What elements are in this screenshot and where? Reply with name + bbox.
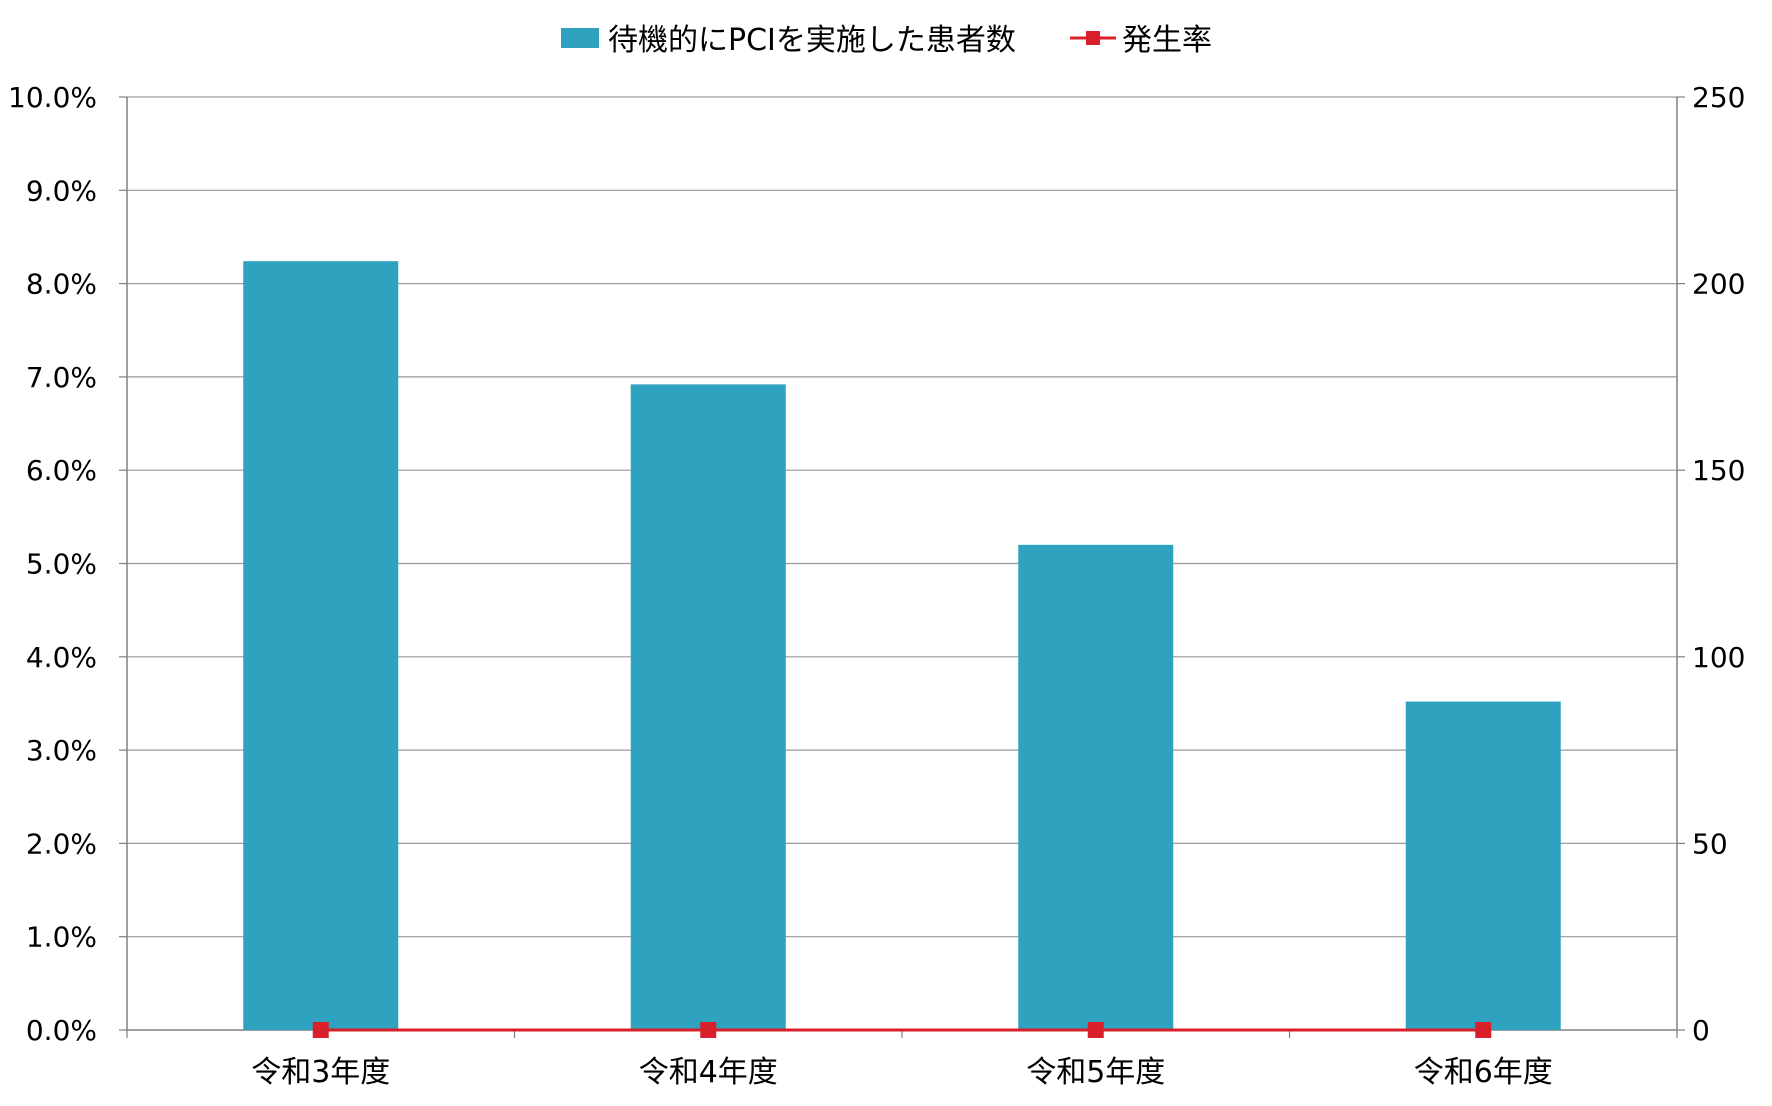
bar	[630, 384, 786, 1030]
left-tick-label: 5.0%	[26, 548, 97, 581]
rate-marker	[700, 1022, 717, 1038]
left-tick-label: 1.0%	[26, 921, 97, 954]
left-tick-label: 0.0%	[26, 1014, 97, 1047]
legend-bar-swatch	[561, 28, 599, 48]
left-tick-label: 10.0%	[8, 81, 97, 114]
category-label: 令和4年度	[639, 1055, 778, 1090]
rate-series	[312, 1022, 1492, 1038]
legend: 待機的にPCIを実施した患者数 発生率	[561, 23, 1212, 58]
right-tick-label: 200	[1692, 268, 1745, 301]
legend-line-label: 発生率	[1122, 23, 1212, 58]
left-tick-label: 9.0%	[26, 174, 97, 207]
category-labels: 令和3年度 令和4年度 令和5年度 令和6年度	[251, 1055, 1553, 1090]
legend-bar-label: 待機的にPCIを実施した患者数	[608, 23, 1016, 58]
category-label: 令和5年度	[1026, 1055, 1165, 1090]
bar	[1018, 544, 1174, 1030]
left-tick-label: 2.0%	[26, 827, 97, 860]
left-tick-label: 7.0%	[26, 361, 97, 394]
left-tick-label: 4.0%	[26, 641, 97, 674]
left-axis-ticks: 0.0% 1.0% 2.0% 3.0% 4.0% 5.0% 6.0% 7.0% 8.0% 9.0%…	[8, 81, 127, 1047]
right-tick-label: 50	[1692, 827, 1728, 860]
category-label: 令和6年度	[1414, 1055, 1553, 1090]
left-tick-label: 6.0%	[26, 454, 97, 487]
bar	[243, 261, 399, 1030]
rate-marker	[1087, 1022, 1104, 1038]
right-tick-label: 250	[1692, 81, 1745, 114]
bar	[1405, 701, 1561, 1030]
rate-marker	[1475, 1022, 1492, 1038]
left-tick-label: 8.0%	[26, 268, 97, 301]
category-label: 令和3年度	[251, 1055, 390, 1090]
legend-line-marker	[1086, 31, 1100, 45]
rate-marker	[312, 1022, 329, 1038]
right-tick-label: 0	[1692, 1014, 1710, 1047]
right-axis-ticks: 0 50 100 150 200 250	[1677, 81, 1745, 1047]
left-tick-label: 3.0%	[26, 734, 97, 767]
right-tick-label: 100	[1692, 641, 1745, 674]
right-tick-label: 150	[1692, 454, 1745, 487]
bars	[243, 261, 1561, 1030]
